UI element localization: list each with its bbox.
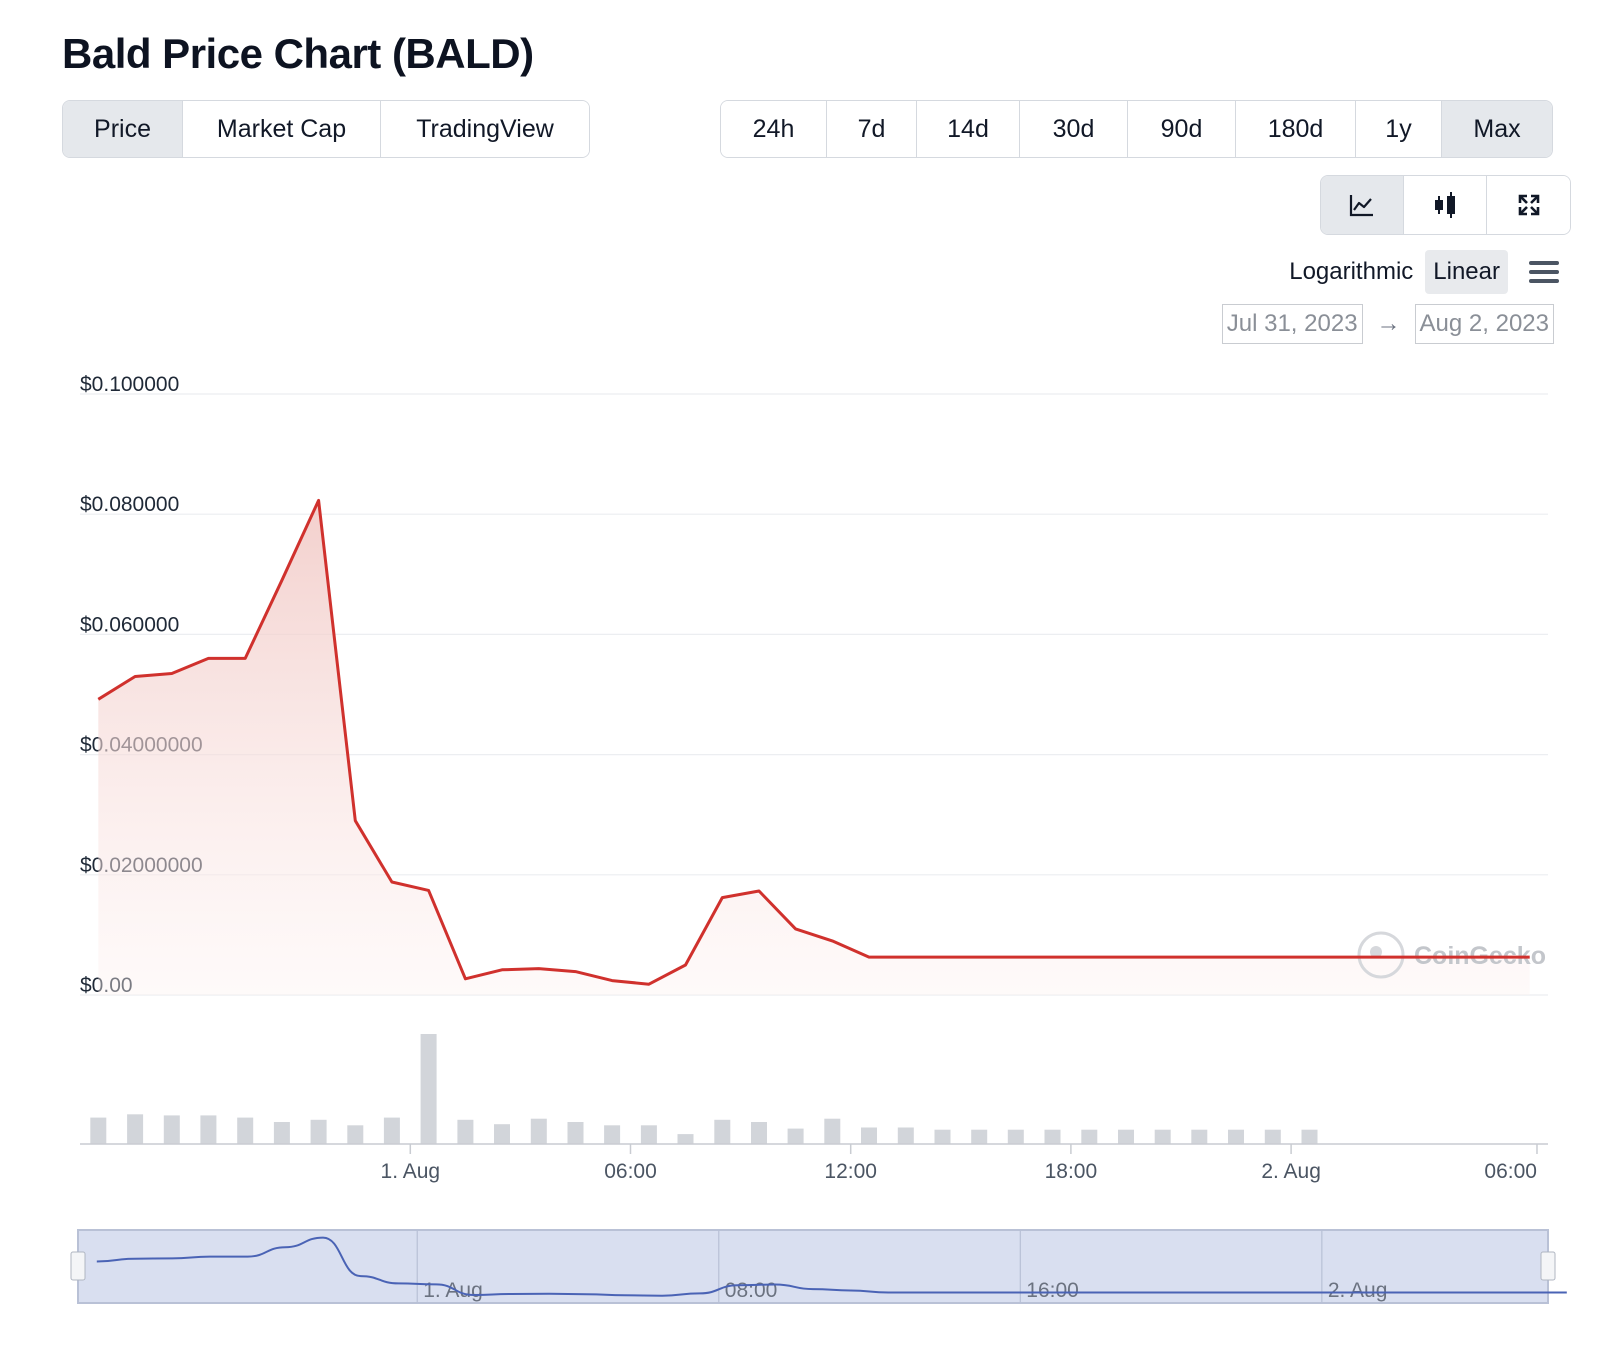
arrow-right-icon: → [1376, 310, 1401, 337]
linear-button[interactable]: Linear [1425, 250, 1508, 294]
volume-bar[interactable] [677, 1134, 694, 1144]
price-area [98, 500, 1530, 995]
range-7d[interactable]: 7d [827, 101, 917, 157]
volume-bar[interactable] [971, 1129, 988, 1144]
volume-bar[interactable] [310, 1119, 327, 1144]
x-tick-label: 18:00 [1045, 1160, 1098, 1183]
volume-bar[interactable] [127, 1114, 144, 1144]
x-tick-label: 1. Aug [381, 1160, 441, 1183]
volume-bar[interactable] [787, 1128, 804, 1144]
volume-bar[interactable] [751, 1122, 767, 1144]
chart-type-tabs [1320, 175, 1571, 235]
range-14d[interactable]: 14d [917, 101, 1020, 157]
volume-bar[interactable] [200, 1115, 217, 1144]
volume-bar[interactable] [1044, 1129, 1061, 1144]
expand-icon [1518, 194, 1539, 216]
navigator[interactable]: 1. Aug 08:00 16:00 2. Aug [70, 1229, 1567, 1304]
volume-bar[interactable] [1228, 1129, 1244, 1144]
range-1y[interactable]: 1y [1356, 101, 1442, 157]
y-tick-label: $0.060000 [80, 613, 179, 636]
volume-bar[interactable] [347, 1125, 364, 1144]
volume-bar[interactable] [934, 1129, 951, 1144]
x-tick-label: 12:00 [824, 1160, 877, 1183]
volume-bar[interactable] [163, 1115, 180, 1144]
candlestick-button[interactable] [1404, 176, 1487, 234]
range-tabs: 24h 7d 14d 30d 90d 180d 1y Max [720, 100, 1553, 158]
volume-bar[interactable] [1118, 1129, 1134, 1144]
logarithmic-button[interactable]: Logarithmic [1289, 258, 1414, 285]
volume-bar[interactable] [383, 1117, 400, 1144]
date-range: Jul 31, 2023 → Aug 2, 2023 [1221, 304, 1554, 344]
tab-price[interactable]: Price [63, 101, 183, 157]
volume-bar[interactable] [567, 1122, 584, 1144]
volume-bar[interactable] [1154, 1129, 1171, 1144]
volume-bar[interactable] [897, 1127, 914, 1145]
price-line[interactable] [97, 498, 1530, 986]
navigator-tick-label: 16:00 [1026, 1279, 1079, 1302]
range-180d[interactable]: 180d [1236, 101, 1356, 157]
price-chart[interactable]: $0.100000$0.080000$0.060000$0.04000000$0… [0, 340, 1600, 1350]
volume-bar[interactable] [530, 1118, 547, 1144]
volume-bar[interactable] [90, 1117, 107, 1144]
line-chart-button[interactable] [1321, 176, 1404, 234]
line-chart-icon [1349, 195, 1373, 217]
volume-bar[interactable] [273, 1122, 290, 1144]
volume-bar[interactable] [420, 1034, 437, 1144]
range-30d[interactable]: 30d [1020, 101, 1128, 157]
navigator-line [96, 1236, 1567, 1297]
volume-bar[interactable] [1007, 1129, 1024, 1144]
view-tabs: Price Market Cap TradingView [62, 100, 590, 158]
tab-tradingview[interactable]: TradingView [381, 101, 589, 157]
range-24h[interactable]: 24h [721, 101, 827, 157]
range-max[interactable]: Max [1442, 101, 1552, 157]
volume-bar[interactable] [604, 1125, 621, 1144]
navigator-tick-label: 08:00 [725, 1279, 778, 1302]
x-tick-label: 06:00 [604, 1160, 657, 1183]
volume-bar[interactable] [824, 1118, 841, 1144]
volume-bar[interactable] [1301, 1129, 1318, 1144]
candlestick-icon [1435, 192, 1455, 218]
volume-bar[interactable] [1191, 1129, 1208, 1144]
volume-bar[interactable] [714, 1119, 731, 1144]
volume-bar[interactable] [494, 1124, 510, 1144]
y-tick-label: $0.100000 [80, 373, 179, 396]
volume-bar[interactable] [861, 1127, 877, 1145]
date-from-input[interactable]: Jul 31, 2023 [1221, 304, 1363, 344]
hamburger-menu-icon[interactable] [1528, 258, 1560, 286]
volume-bar[interactable] [1081, 1129, 1098, 1144]
range-90d[interactable]: 90d [1128, 101, 1236, 157]
volume-bar[interactable] [1264, 1129, 1281, 1144]
x-tick-label: 2. Aug [1261, 1160, 1321, 1183]
navigator-left-handle[interactable] [70, 1251, 86, 1281]
expand-button[interactable] [1487, 176, 1570, 234]
scale-toggle: Logarithmic Linear [1281, 250, 1560, 294]
page-title: Bald Price Chart (BALD) [62, 30, 534, 77]
navigator-tick-label: 1. Aug [423, 1279, 483, 1302]
navigator-tick-label: 2. Aug [1328, 1279, 1388, 1302]
y-tick-label: $0.080000 [80, 493, 179, 516]
date-to-input[interactable]: Aug 2, 2023 [1414, 304, 1554, 344]
x-tick-label: 06:00 [1484, 1160, 1537, 1183]
volume-bar[interactable] [640, 1125, 657, 1144]
volume-bar[interactable] [237, 1117, 254, 1144]
navigator-right-handle[interactable] [1540, 1251, 1556, 1281]
tab-market-cap[interactable]: Market Cap [183, 101, 381, 157]
volume-bar[interactable] [457, 1119, 474, 1144]
navigator-window[interactable] [77, 1229, 1549, 1304]
